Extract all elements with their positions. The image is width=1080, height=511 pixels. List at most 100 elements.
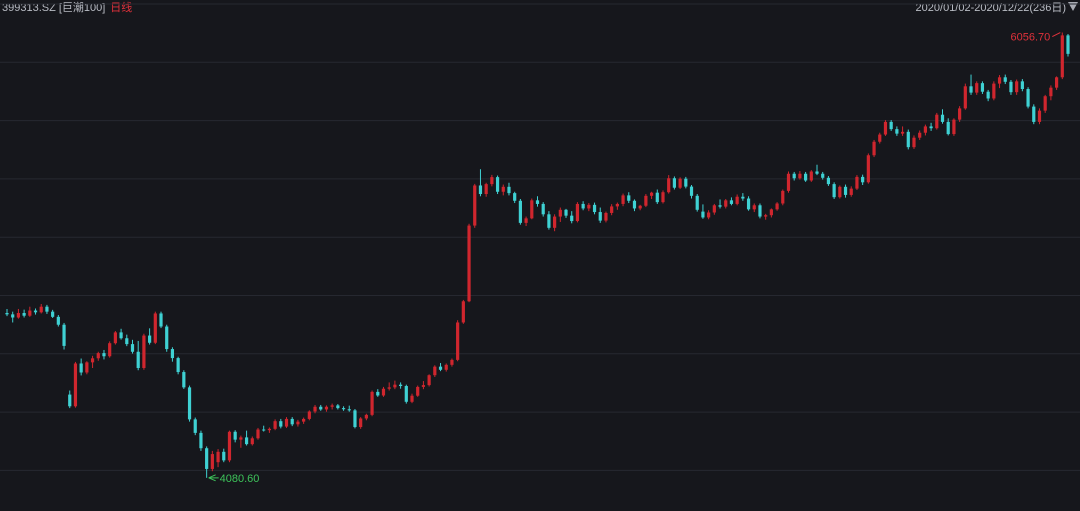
candle-body [393,384,397,388]
candle [56,315,60,327]
candle [501,184,505,196]
candle [644,194,648,208]
chevron-down-icon[interactable] [1068,2,1078,11]
candle-body [621,195,625,204]
date-range-label[interactable]: 2020/01/02-2020/12/22(236日) [915,2,1066,14]
candle [227,430,232,463]
candle-body [655,192,659,203]
candle-body [809,171,813,181]
candle-body [758,205,762,217]
candle [621,193,625,207]
candle [39,303,43,314]
candle-body [644,195,648,206]
candle [250,436,254,446]
candle-body [963,86,967,109]
candle-body [507,186,511,194]
candle [1032,104,1036,125]
candle-body [233,431,237,440]
candle [547,211,551,230]
candle-body [410,395,414,402]
candle [838,185,842,199]
candle [615,202,619,210]
candle-body [421,385,426,387]
candle [73,361,78,408]
candle [832,182,836,199]
candle [376,389,380,397]
candle [393,380,397,390]
candle [495,175,500,195]
candle-body [661,192,665,203]
candle-body [22,313,26,316]
candle-body [68,394,72,407]
candle [741,193,745,201]
candle-body [547,214,551,228]
candle-body [866,155,870,183]
candle [638,204,642,211]
candle-body [273,421,277,429]
candle [883,120,888,136]
candle [570,211,574,224]
candle-body [490,177,494,185]
candle [170,347,175,362]
candle [404,384,408,404]
candle-body [1060,35,1064,78]
candle [62,322,66,350]
candle [1037,108,1042,125]
candle [724,198,728,209]
candle-body [284,418,289,427]
candle-body [558,209,562,217]
candle [444,363,448,372]
candle [296,419,300,427]
candle [678,177,682,190]
candle-body [638,205,642,209]
candle [872,139,876,158]
candle [336,404,340,410]
candle-body [33,310,38,313]
candle [1066,34,1070,57]
candle-body [530,200,534,219]
candle-body [51,311,55,317]
candle [193,417,197,436]
candle [290,417,294,427]
candle [130,339,135,354]
candle-body [205,448,209,469]
candle-body [861,176,865,183]
low-arrow [208,474,219,482]
candle [684,176,688,189]
candle-body [843,186,848,195]
period-label[interactable]: 日线 [110,2,133,14]
date-range-selector[interactable]: 2020/01/02-2020/12/22(236日) [916,1,1078,15]
candle [541,202,545,217]
high-arrow [1052,32,1061,37]
candle-body [330,405,334,407]
candle-body [946,121,950,135]
candles [5,32,1070,478]
candle-body [969,86,973,93]
candle [535,196,540,207]
candle [513,191,517,204]
candle-body [187,387,192,420]
grid-lines [0,3,1080,471]
candle-body [615,203,619,207]
candle-body [564,209,568,216]
candle-body [952,119,956,135]
candle-body [1003,77,1007,82]
candle-body [746,198,751,210]
candle [330,403,334,410]
candle-body [997,77,1002,84]
candle-body [130,344,135,352]
candle [341,406,346,411]
candle [313,404,317,414]
candle-body [79,363,83,373]
candle-body [62,324,66,346]
candle-body [456,322,460,360]
candle [969,74,973,95]
candle-body [712,205,716,213]
candle-body [28,310,32,316]
candle-body [684,178,688,187]
index-name[interactable]: [巨潮100] [58,2,106,14]
candle [507,182,511,196]
candle-body [302,418,306,422]
candle-body [513,193,517,201]
